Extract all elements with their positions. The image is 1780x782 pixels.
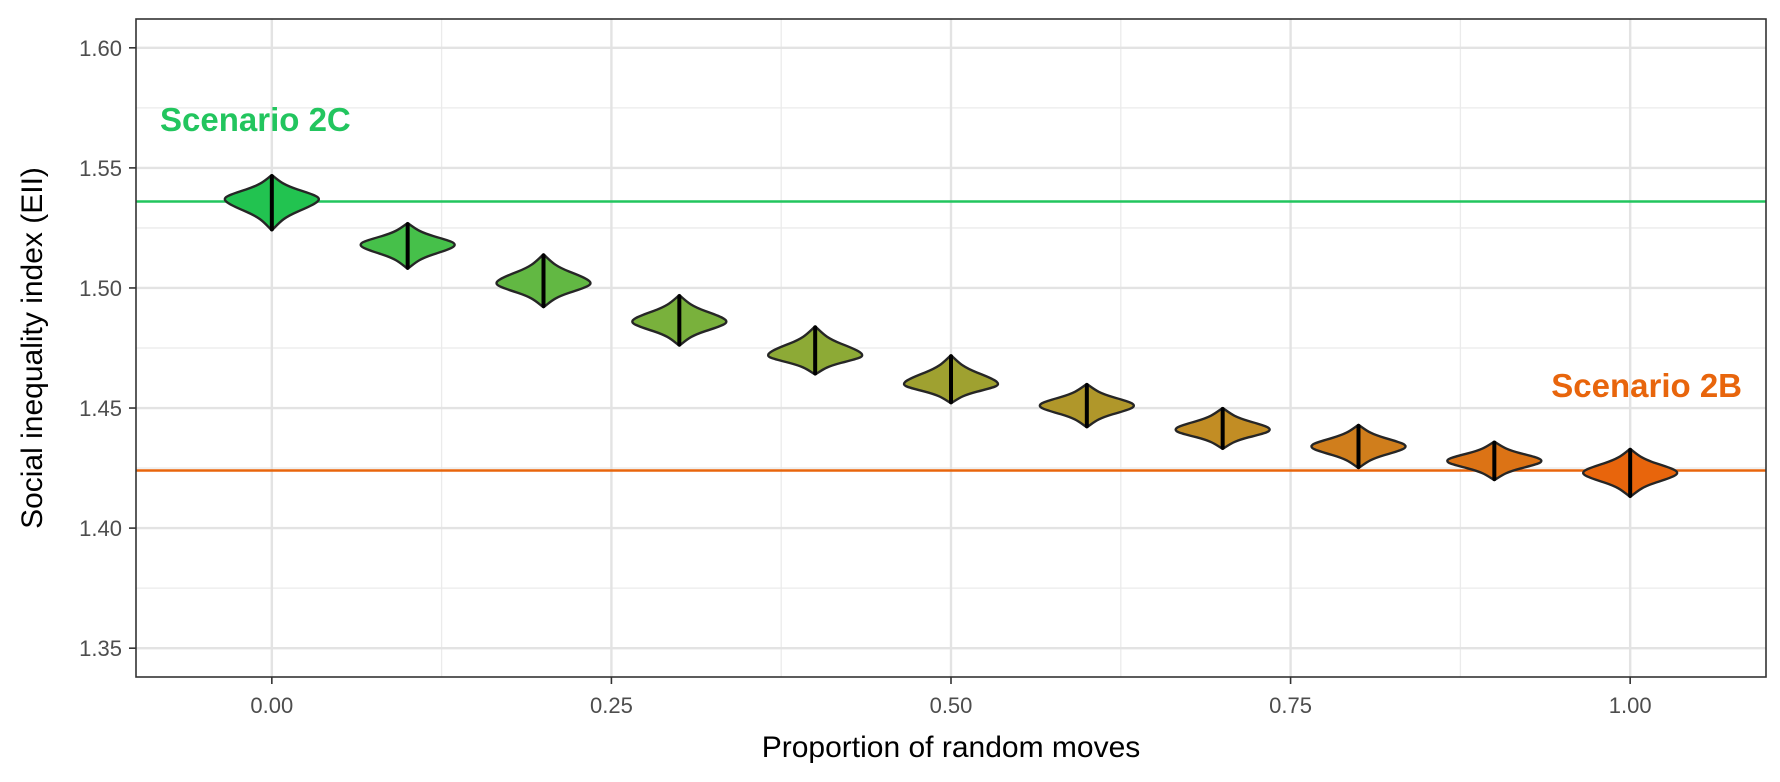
- grid: [136, 19, 1766, 677]
- y-axis-title: Social inequality index (EII): [16, 167, 49, 529]
- x-tick-label: 0.00: [250, 693, 293, 718]
- x-axis-title: Proportion of random moves: [762, 731, 1141, 764]
- y-tick-label: 1.55: [79, 156, 122, 181]
- x-tick-label: 1.00: [1609, 693, 1652, 718]
- violins: [223, 173, 1679, 499]
- y-tick-label: 1.35: [79, 636, 122, 661]
- scenario-2c-label: Scenario 2C: [160, 101, 351, 138]
- scenario-2b-label: Scenario 2B: [1551, 367, 1742, 404]
- x-tick-label: 0.75: [1269, 693, 1312, 718]
- y-tick-label: 1.40: [79, 516, 122, 541]
- y-tick-label: 1.60: [79, 36, 122, 61]
- axes: 0.00 0.25 0.50 0.75 1.00 1.35 1.40 1.45 1.50 1.55…: [79, 36, 1651, 718]
- x-tick-label: 0.50: [930, 693, 973, 718]
- y-tick-label: 1.50: [79, 276, 122, 301]
- x-tick-label: 0.25: [590, 693, 633, 718]
- y-tick-label: 1.45: [79, 396, 122, 421]
